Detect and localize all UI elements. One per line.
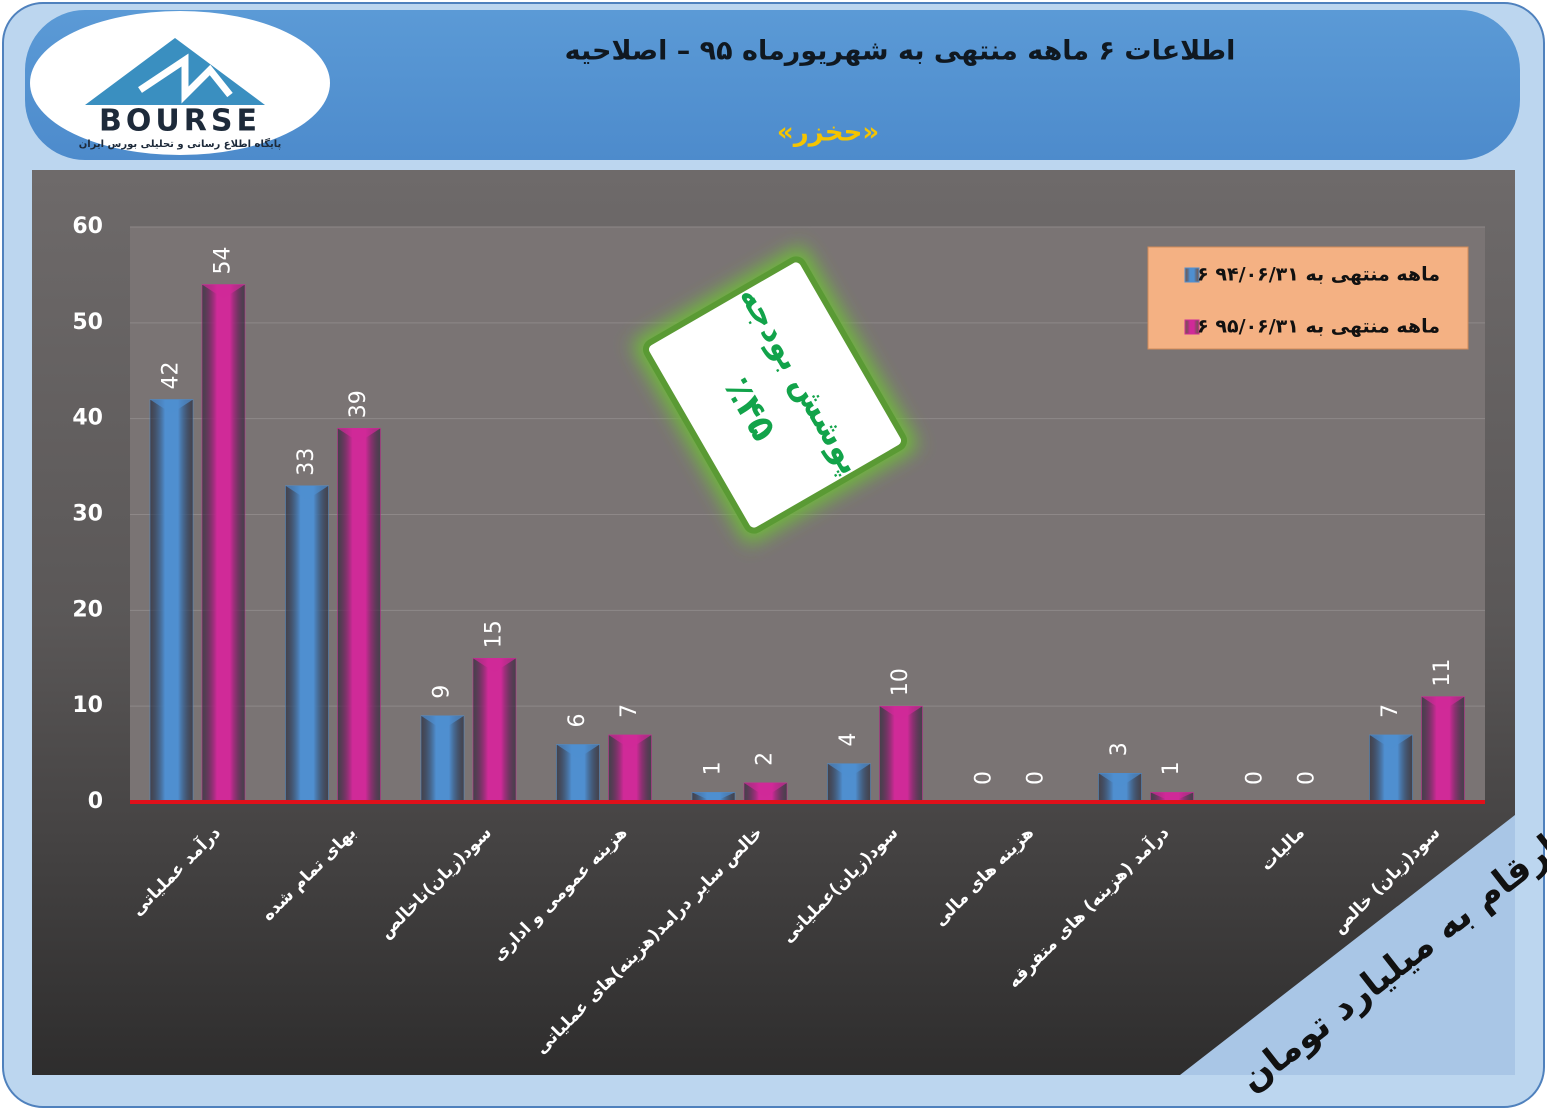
value-label: 4 bbox=[836, 733, 861, 747]
bar-cap bbox=[827, 763, 871, 778]
bar-cap bbox=[285, 485, 329, 500]
logo-mark-lines bbox=[138, 53, 233, 104]
logo-text: BOURSE bbox=[99, 104, 261, 139]
legend-swatch bbox=[1184, 267, 1200, 283]
value-label: 33 bbox=[294, 448, 319, 476]
unit-corner bbox=[1180, 815, 1515, 1075]
badge: پوشش بودجه ٪۴۵ bbox=[633, 246, 917, 544]
chart-title: اطلاعات ۶ ماهه منتهی به شهریورماه ۹۵ – ا… bbox=[565, 36, 1236, 67]
value-label: 15 bbox=[482, 620, 507, 648]
value-label: 0 bbox=[972, 771, 997, 785]
value-label: 1 bbox=[1159, 761, 1184, 775]
y-tick-label: 10 bbox=[72, 693, 103, 718]
bar bbox=[1421, 696, 1465, 803]
logo-mark bbox=[85, 38, 265, 105]
bar-cap bbox=[556, 744, 600, 759]
value-label: 54 bbox=[211, 247, 236, 275]
badge-box bbox=[642, 256, 908, 534]
y-tick-label: 30 bbox=[72, 502, 103, 527]
value-label: 2 bbox=[753, 752, 778, 766]
value-label: 0 bbox=[1295, 771, 1320, 785]
bar-cap bbox=[1369, 734, 1413, 749]
bar bbox=[337, 428, 381, 803]
bar-cap bbox=[1098, 773, 1142, 788]
bar bbox=[149, 399, 194, 803]
value-label: 1 bbox=[701, 761, 726, 775]
value-label: 42 bbox=[159, 362, 184, 390]
y-tick-label: 20 bbox=[72, 597, 103, 622]
value-label: 0 bbox=[1024, 771, 1049, 785]
bar-cap bbox=[608, 734, 652, 749]
bar bbox=[879, 705, 923, 803]
legend-label: ۶ ماهه منتهی به ۹۵/۰۶/۳۱ bbox=[1197, 316, 1440, 338]
value-label: 7 bbox=[617, 704, 642, 718]
bar-cap bbox=[421, 715, 464, 730]
y-tick-label: 0 bbox=[88, 789, 103, 814]
value-label: 7 bbox=[1378, 704, 1403, 718]
legend-box bbox=[1147, 246, 1469, 350]
logo-tagline: پایگاه اطلاع رسانی و تحلیلی بورس ایران bbox=[79, 137, 282, 150]
value-label: 11 bbox=[1430, 659, 1455, 687]
legend-label: ۶ ماهه منتهی به ۹۴/۰۶/۳۱ bbox=[1197, 264, 1440, 286]
bar bbox=[201, 284, 246, 803]
bar bbox=[472, 658, 517, 803]
value-label: 39 bbox=[346, 390, 371, 418]
bar-cap bbox=[744, 782, 787, 797]
bar-cap bbox=[150, 399, 193, 414]
bar-cap bbox=[473, 658, 516, 673]
value-label: 0 bbox=[1243, 771, 1268, 785]
y-tick-label: 40 bbox=[72, 406, 103, 431]
bar-cap bbox=[1150, 792, 1194, 802]
bar-cap bbox=[879, 706, 923, 721]
bar bbox=[285, 485, 329, 803]
y-tick-label: 50 bbox=[72, 310, 103, 335]
bar-cap bbox=[692, 792, 735, 802]
value-label: 10 bbox=[888, 668, 913, 696]
value-label: 6 bbox=[565, 714, 590, 728]
bar-cap bbox=[1421, 696, 1465, 711]
value-label: 3 bbox=[1107, 742, 1132, 756]
chart-subtitle: «حخزر» bbox=[777, 118, 879, 148]
y-tick-label: 60 bbox=[72, 214, 103, 239]
bar-cap bbox=[337, 428, 381, 443]
bar-cap bbox=[202, 284, 245, 299]
header-panel bbox=[25, 10, 1520, 160]
legend-swatch bbox=[1184, 319, 1200, 335]
bar bbox=[420, 715, 465, 803]
value-label: 9 bbox=[430, 685, 455, 699]
